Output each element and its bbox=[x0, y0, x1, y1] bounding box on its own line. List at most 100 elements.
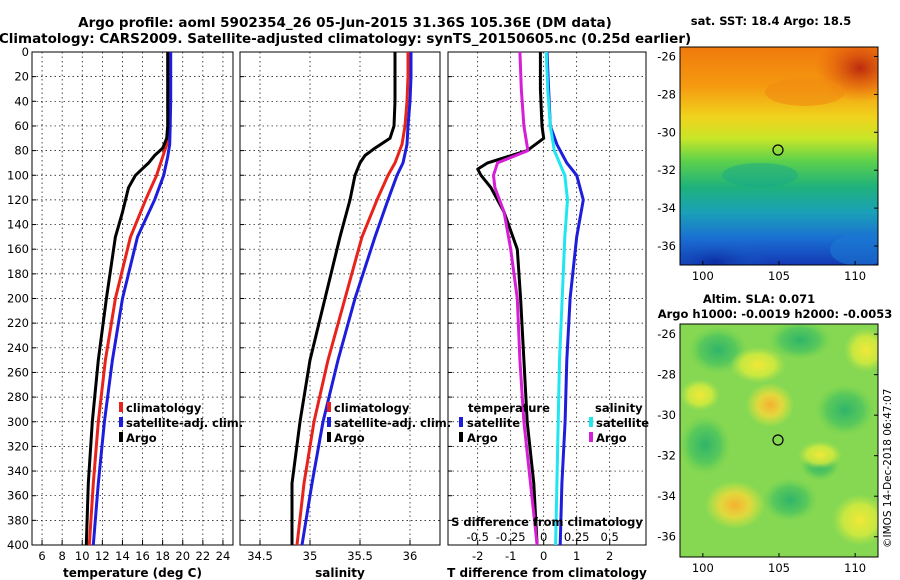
series-line-temperature-argo bbox=[476, 52, 546, 546]
sla-low-patch bbox=[680, 415, 731, 475]
x-tick-label: 6 bbox=[38, 549, 45, 563]
argo-position-marker bbox=[772, 144, 784, 156]
x-tick-label: 36 bbox=[403, 549, 418, 563]
y-tick-label: 100 bbox=[7, 168, 29, 182]
sla-map-title-line2: Argo h1000: -0.0019 h2000: -0.0053 bbox=[658, 307, 893, 321]
y-tick-label: 80 bbox=[14, 144, 29, 158]
sst-map-ticks: -26 -28 -30 -32 -34 -36 100 105 110 bbox=[657, 49, 878, 283]
temperature-legend: climatology satellite-adj. clim. Argo bbox=[119, 401, 243, 445]
s-diff-tick-label: 0.25 bbox=[564, 530, 590, 544]
series-line-satellite-adj-clim- bbox=[91, 52, 173, 546]
legend-label-satellite: satellite-adj. clim. bbox=[334, 416, 451, 430]
legend-label-sal-satellite: satellite bbox=[596, 416, 649, 430]
series-line-argo bbox=[290, 52, 397, 545]
sla-high-patch bbox=[832, 494, 878, 546]
y-tick-label: 140 bbox=[7, 218, 29, 232]
s-diff-tick-label: -0.5 bbox=[466, 530, 488, 544]
sst-warm-patch bbox=[765, 78, 845, 106]
legend-swatch-climatology bbox=[327, 402, 331, 412]
x-tick-label: 34.5 bbox=[247, 549, 273, 563]
sla-high-patch bbox=[844, 328, 878, 372]
y-tick-label: 260 bbox=[7, 365, 29, 379]
map-y-tick-label: -34 bbox=[657, 201, 676, 215]
sla-low-patch bbox=[815, 384, 875, 436]
x-tick-label: 35 bbox=[303, 549, 318, 563]
figure-title-line2: Climatology: CARS2009. Satellite-adjuste… bbox=[0, 31, 691, 47]
sst-cool-patch bbox=[680, 240, 770, 265]
y-tick-label: 240 bbox=[7, 341, 29, 355]
difference-legend: temperature satellite Argo salinity sate… bbox=[459, 401, 649, 445]
map-y-tick-label: -28 bbox=[657, 87, 676, 101]
difference-panel: -2 -1 0 1 2 T difference from climatology -0.5… bbox=[447, 51, 647, 580]
map-y-tick-label: -34 bbox=[657, 489, 676, 503]
legend-label-sal-argo: Argo bbox=[596, 431, 627, 445]
x-tick-label: 35.5 bbox=[347, 549, 373, 563]
s-diff-tick-label: -0.25 bbox=[496, 530, 526, 544]
map-x-tick-label: 105 bbox=[768, 269, 790, 283]
x-tick-label: 1 bbox=[573, 549, 580, 563]
x-tick-label: 2 bbox=[606, 549, 613, 563]
map-y-tick-label: -30 bbox=[657, 125, 676, 139]
y-tick-label: 360 bbox=[7, 489, 29, 503]
x-axis-label: salinity bbox=[315, 566, 365, 580]
x-tick-label: -1 bbox=[505, 549, 516, 563]
credit-text: ©IMOS 14-Dec-2018 06:47:07 bbox=[882, 389, 894, 548]
legend-swatch-sal-argo bbox=[589, 432, 593, 442]
sla-map-ticks: -26 -28 -30 -32 -34 -36 100 105 110 bbox=[657, 327, 878, 575]
sst-cool-patch bbox=[830, 234, 878, 265]
map-y-tick-label: -36 bbox=[657, 239, 676, 253]
x-tick-label: -2 bbox=[472, 549, 483, 563]
y-tick-label: 380 bbox=[7, 513, 29, 527]
y-tick-label: 340 bbox=[7, 464, 29, 478]
legend-label-climatology: climatology bbox=[126, 401, 202, 415]
x-tick-label: 14 bbox=[115, 549, 130, 563]
map-y-tick-label: -36 bbox=[657, 530, 676, 544]
sla-high-patch bbox=[730, 347, 786, 383]
map-y-tick-label: -26 bbox=[657, 327, 676, 341]
y-tick-label: 20 bbox=[14, 70, 29, 84]
x-tick-label: 24 bbox=[216, 549, 231, 563]
x-axis-label: temperature (deg C) bbox=[63, 566, 202, 580]
legend-title-salinity: salinity bbox=[595, 401, 643, 415]
argo-position-marker bbox=[772, 434, 784, 446]
y-tick-label: 300 bbox=[7, 415, 29, 429]
map-x-tick-label: 110 bbox=[844, 561, 866, 575]
sst-map: sat. SST: 18.4 Argo: 18.5 -26 -28 -30 -32 -3… bbox=[657, 14, 879, 283]
x-tick-label: 20 bbox=[175, 549, 190, 563]
map-y-tick-label: -32 bbox=[657, 449, 676, 463]
x-axis-label: T difference from climatology bbox=[447, 566, 647, 580]
sst-mid-patch bbox=[722, 163, 798, 187]
map-x-tick-label: 100 bbox=[692, 561, 714, 575]
sla-low-patch bbox=[768, 324, 832, 360]
legend-swatch-sal-satellite bbox=[589, 417, 593, 427]
y-tick-label: 180 bbox=[7, 267, 29, 281]
s-diff-tick-label: 0.5 bbox=[601, 530, 619, 544]
legend-label-argo: Argo bbox=[334, 431, 365, 445]
x-tick-label: 22 bbox=[196, 549, 211, 563]
y-tick-label: 200 bbox=[7, 292, 29, 306]
legend-swatch-temp-satellite bbox=[459, 417, 463, 427]
series-line-salinity-satellite bbox=[544, 51, 569, 546]
legend-swatch-climatology bbox=[119, 402, 123, 412]
series-line-argo bbox=[84, 52, 170, 546]
y-tick-label: 400 bbox=[7, 538, 29, 552]
y-tick-label: 280 bbox=[7, 390, 29, 404]
salinity-legend: climatology satellite-adj. clim. Argo bbox=[327, 401, 451, 445]
series-line-satellite-adj-clim- bbox=[300, 52, 413, 546]
x-tick-label: 12 bbox=[95, 549, 110, 563]
legend-swatch-satellite bbox=[119, 417, 123, 427]
y-tick-label: 40 bbox=[14, 94, 29, 108]
map-y-tick-label: -30 bbox=[657, 408, 676, 422]
legend-swatch-satellite bbox=[327, 417, 331, 427]
legend-title-temperature: temperature bbox=[468, 401, 550, 415]
x-tick-label: 18 bbox=[155, 549, 170, 563]
y-tick-label: 320 bbox=[7, 439, 29, 453]
s-difference-label: S difference from climatology bbox=[451, 515, 643, 529]
sla-map: Altim. SLA: 0.071 Argo h1000: -0.0019 h2… bbox=[657, 292, 892, 575]
legend-swatch-argo bbox=[119, 432, 123, 442]
legend-swatch-temp-argo bbox=[459, 432, 463, 442]
sla-high-patch bbox=[746, 383, 794, 427]
y-tick-label: 120 bbox=[7, 193, 29, 207]
series-line-salinity-argo bbox=[492, 51, 539, 546]
temperature-panel: 6 8 10 12 14 16 18 20 22 240204060801001201401601… bbox=[7, 45, 234, 580]
